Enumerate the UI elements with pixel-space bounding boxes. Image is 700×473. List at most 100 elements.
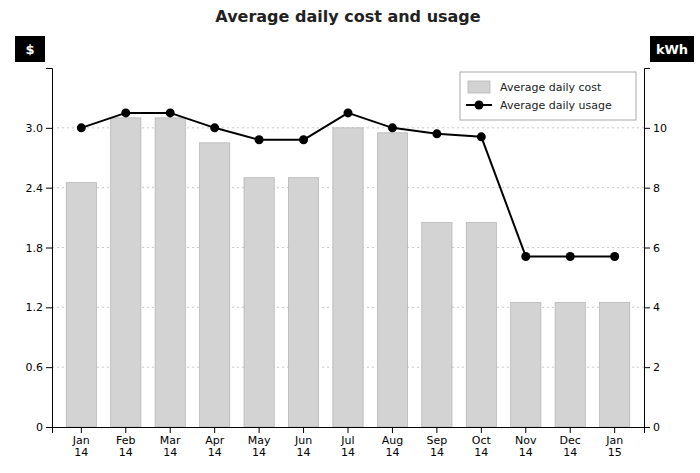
bar [466,223,496,427]
tick-label: Feb14 [116,434,135,460]
tick-mark [46,367,52,368]
bar [244,178,274,427]
marker [166,108,175,117]
tick-mark [46,427,52,428]
tick-label: 0 [36,421,43,434]
tick: 6 [644,242,660,255]
marker [521,252,530,261]
tick: 0 [36,421,52,434]
tick: Sep14 [427,427,448,459]
bar [555,302,585,427]
tick-mark [214,427,215,433]
bar [377,133,407,427]
tick-mark [525,427,526,433]
marker [210,123,219,132]
marker [388,123,397,132]
line-series [77,108,619,261]
legend-label: Average daily cost [500,81,602,94]
marker [77,123,86,132]
tick-label: 1.2 [26,301,44,314]
tick: 3.0 [26,122,53,135]
tick: Aug14 [382,427,403,459]
tick-label: Sep14 [427,434,448,460]
tick-label: 2.4 [26,182,44,195]
marker [121,108,130,117]
tick-label: Jun14 [294,434,312,460]
tick-mark [644,248,650,249]
axis-label-box [15,36,45,62]
tick: Jun14 [294,427,312,459]
marker [610,252,619,261]
tick-mark [303,427,304,433]
tick-mark [481,427,482,433]
axis-line [645,69,651,428]
tick-label: Oct14 [472,434,492,460]
tick-mark [46,248,52,249]
tick-mark [46,128,52,129]
axis-line [53,428,645,434]
tick: 10 [644,122,667,135]
bar [511,302,541,427]
plot: 00.61.21.82.43.00246810Jan14Feb14Mar14Ap… [26,69,668,460]
marker [477,132,486,141]
tick-mark [570,427,571,433]
tick-label: 8 [653,182,660,195]
tick-label: Jul14 [340,434,355,460]
axis-label-box [650,36,694,62]
tick-label: 1.8 [26,242,44,255]
tick-label: Nov14 [515,434,537,460]
tick: 8 [644,182,660,195]
x-axis: Jan14Feb14Mar14Apr14May14Jun14Jul14Aug14… [53,427,645,459]
marker [344,108,353,117]
axis-line [46,69,53,428]
tick-mark [81,427,82,433]
bar [111,118,141,427]
tick: 1.8 [26,242,53,255]
tick-mark [125,427,126,433]
bar [288,178,318,427]
title: Average daily cost and usage [215,7,480,26]
axis-label: $ [25,42,34,57]
tick: Feb14 [116,427,135,459]
bar-series [66,118,630,427]
tick: Jan15 [605,427,623,459]
bar [66,183,96,427]
tick-label: Aug14 [382,434,403,460]
bar [422,223,452,427]
tick: May14 [248,427,271,459]
y-axis: 0 0.6 1.2 1.8 2.4 3.0 [26,69,53,435]
legend-label: Average daily usage [500,99,612,112]
tick-label: Dec14 [560,434,581,460]
chart: 00.61.21.82.43.00246810Jan14Feb14Mar14Ap… [0,0,700,473]
tick-mark [46,307,52,308]
tick: Mar14 [160,427,181,459]
line [81,113,614,257]
tick-label: 0 [653,421,660,434]
tick-mark [644,188,650,189]
tick-mark [436,427,437,433]
tick-label: 10 [653,122,667,135]
tick-mark [644,128,650,129]
tick: Jul14 [340,427,355,459]
tick-label: 6 [653,242,660,255]
marker [566,252,575,261]
marker [432,129,441,138]
bar [333,128,363,427]
marker [299,135,308,144]
y2-axis: 0 2 4 6 8 10 [644,69,667,435]
tick-label: 2 [653,361,660,374]
bar [600,302,630,427]
tick: Apr14 [205,427,225,459]
tick-label: Jan15 [605,434,623,460]
legend-frame [460,72,636,120]
tick: 0.6 [26,361,53,374]
tick: 4 [644,301,660,314]
tick-label: 4 [653,301,660,314]
legend: Average daily cost Average daily usage [460,72,636,120]
tick-label: May14 [248,434,271,460]
tick-mark [644,307,650,308]
tick: 2 [644,361,660,374]
bar [155,118,185,427]
tick: Oct14 [472,427,492,459]
tick: 0 [644,421,660,434]
